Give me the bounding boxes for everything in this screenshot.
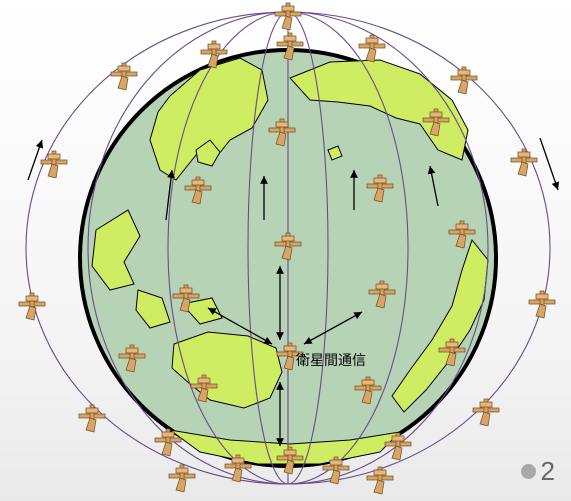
satellite-icon bbox=[510, 148, 538, 177]
satellite-icon bbox=[18, 292, 46, 321]
satellite-icon bbox=[110, 62, 138, 91]
satellite-icon bbox=[366, 466, 394, 495]
bullet-dot-icon bbox=[520, 464, 536, 479]
inter-satellite-link-label: 衛星間通信 bbox=[296, 353, 366, 369]
satellite-icon bbox=[78, 404, 106, 433]
satellite-icon bbox=[168, 464, 196, 493]
satellite-icon bbox=[528, 290, 556, 319]
arrows bbox=[27, 137, 560, 446]
page-number: 2 bbox=[520, 456, 555, 487]
page-number-text: 2 bbox=[540, 456, 555, 486]
satellite-icon bbox=[472, 398, 500, 427]
satellite-icon bbox=[40, 150, 68, 179]
satellite-icon bbox=[274, 2, 302, 31]
